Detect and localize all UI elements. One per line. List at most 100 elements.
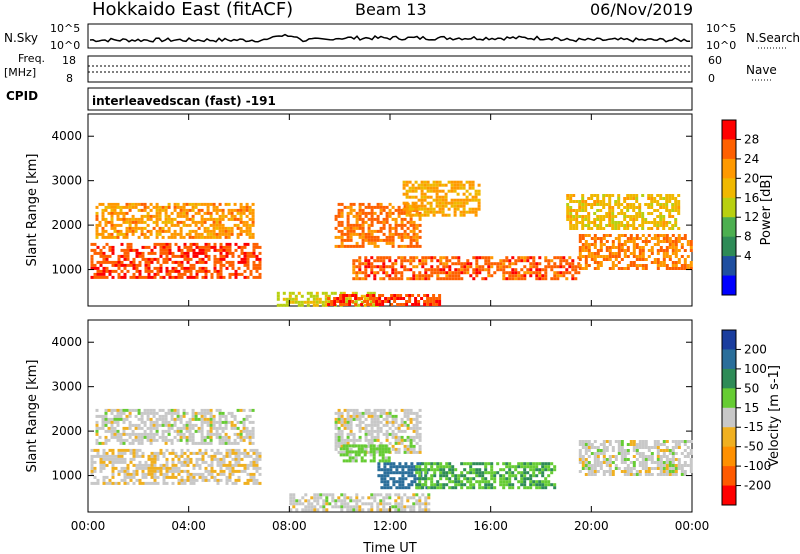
echo-cell [252, 266, 256, 270]
echo-cell [602, 215, 606, 218]
echo-cell [596, 218, 600, 221]
echo-cell [430, 256, 434, 260]
echo-cell [397, 505, 401, 509]
echo-cell [426, 300, 430, 303]
echo-cell [587, 470, 591, 473]
freq-unit: [MHz] [4, 66, 36, 79]
echo-cell [164, 208, 168, 212]
echo-cell [348, 294, 352, 297]
echo-cell [167, 220, 171, 224]
echo-cell [348, 297, 352, 301]
echo-cell [358, 235, 362, 239]
echo-cell [364, 232, 368, 236]
echo-cell [432, 303, 436, 306]
echo-cell [671, 440, 675, 443]
echo-cell [110, 420, 114, 424]
echo-cell [355, 408, 359, 412]
echo-cell [186, 260, 190, 264]
echo-cell [421, 477, 425, 481]
echo-cell [456, 183, 460, 187]
echo-cell [665, 234, 669, 237]
echo-cell [611, 449, 615, 452]
echo-cell [581, 237, 585, 240]
echo-cell [520, 477, 524, 481]
echo-cell [490, 471, 494, 475]
echo-cell [665, 458, 669, 461]
echo-cell [224, 426, 228, 430]
echo-cell [632, 209, 636, 212]
echo-cell [158, 226, 162, 230]
echo-cell [523, 265, 527, 269]
echo-cell [222, 460, 226, 464]
echo-cell [632, 246, 636, 249]
echo-cell [255, 266, 259, 270]
echo-cell [357, 453, 361, 457]
echo-cell [611, 252, 615, 255]
echo-cell [487, 265, 491, 269]
echo-cell [173, 435, 177, 439]
echo-cell [511, 256, 515, 260]
echo-cell [677, 267, 681, 270]
echo-cell [635, 446, 639, 449]
echo-cell [602, 194, 606, 197]
echo-cell [626, 249, 630, 252]
echo-cell [245, 220, 249, 224]
echo-cell [209, 423, 213, 427]
echo-cell [361, 426, 365, 430]
echo-cell [423, 303, 427, 306]
echo-cell [415, 414, 419, 418]
echo-cell [141, 245, 145, 249]
echo-cell [677, 240, 681, 243]
echo-cell [674, 473, 678, 476]
echo-cell [635, 206, 639, 209]
echo-cell [620, 446, 624, 449]
echo-cell [170, 408, 174, 412]
echo-cell [183, 254, 187, 258]
echo-cell [143, 214, 147, 218]
echo-cell [215, 226, 219, 230]
echo-cell [508, 262, 512, 266]
echo-cell [409, 262, 413, 266]
echo-cell [398, 480, 402, 484]
echo-cell [457, 474, 461, 478]
echo-cell [352, 268, 356, 272]
echo-cell [674, 252, 678, 255]
echo-cell [105, 269, 109, 273]
echo-cell [295, 502, 299, 506]
echo-cell [400, 220, 404, 224]
echo-cell [502, 483, 506, 487]
echo-cell [176, 414, 180, 418]
echo-cell [487, 471, 491, 475]
echo-cell [143, 423, 147, 427]
echo-cell [138, 454, 142, 458]
echo-cell [532, 468, 536, 472]
echo-cell [475, 468, 479, 472]
echo-cell [227, 420, 231, 424]
echo-cell [499, 259, 503, 263]
echo-cell [392, 462, 396, 466]
echo-cell [192, 466, 196, 470]
echo-cell [578, 234, 582, 237]
echo-cell [426, 297, 430, 300]
echo-cell [125, 232, 129, 236]
echo-cell [198, 245, 202, 249]
echo-cell [213, 263, 217, 267]
echo-cell [397, 244, 401, 248]
echo-cell [635, 458, 639, 461]
echo-cell [215, 235, 219, 239]
echo-cell [608, 249, 612, 252]
echo-cell [159, 269, 163, 273]
echo-cell [161, 208, 165, 212]
echo-cell [578, 461, 582, 464]
echo-cell [104, 217, 108, 221]
echo-cell [617, 243, 621, 246]
echo-cell [611, 212, 615, 215]
echo-cell [417, 198, 421, 202]
echo-cell [218, 208, 222, 212]
echo-cell [382, 502, 386, 506]
echo-cell [532, 471, 536, 475]
echo-cell [258, 251, 262, 255]
echo-cell [159, 451, 163, 455]
echo-cell [370, 432, 374, 436]
echo-cell [677, 461, 681, 464]
